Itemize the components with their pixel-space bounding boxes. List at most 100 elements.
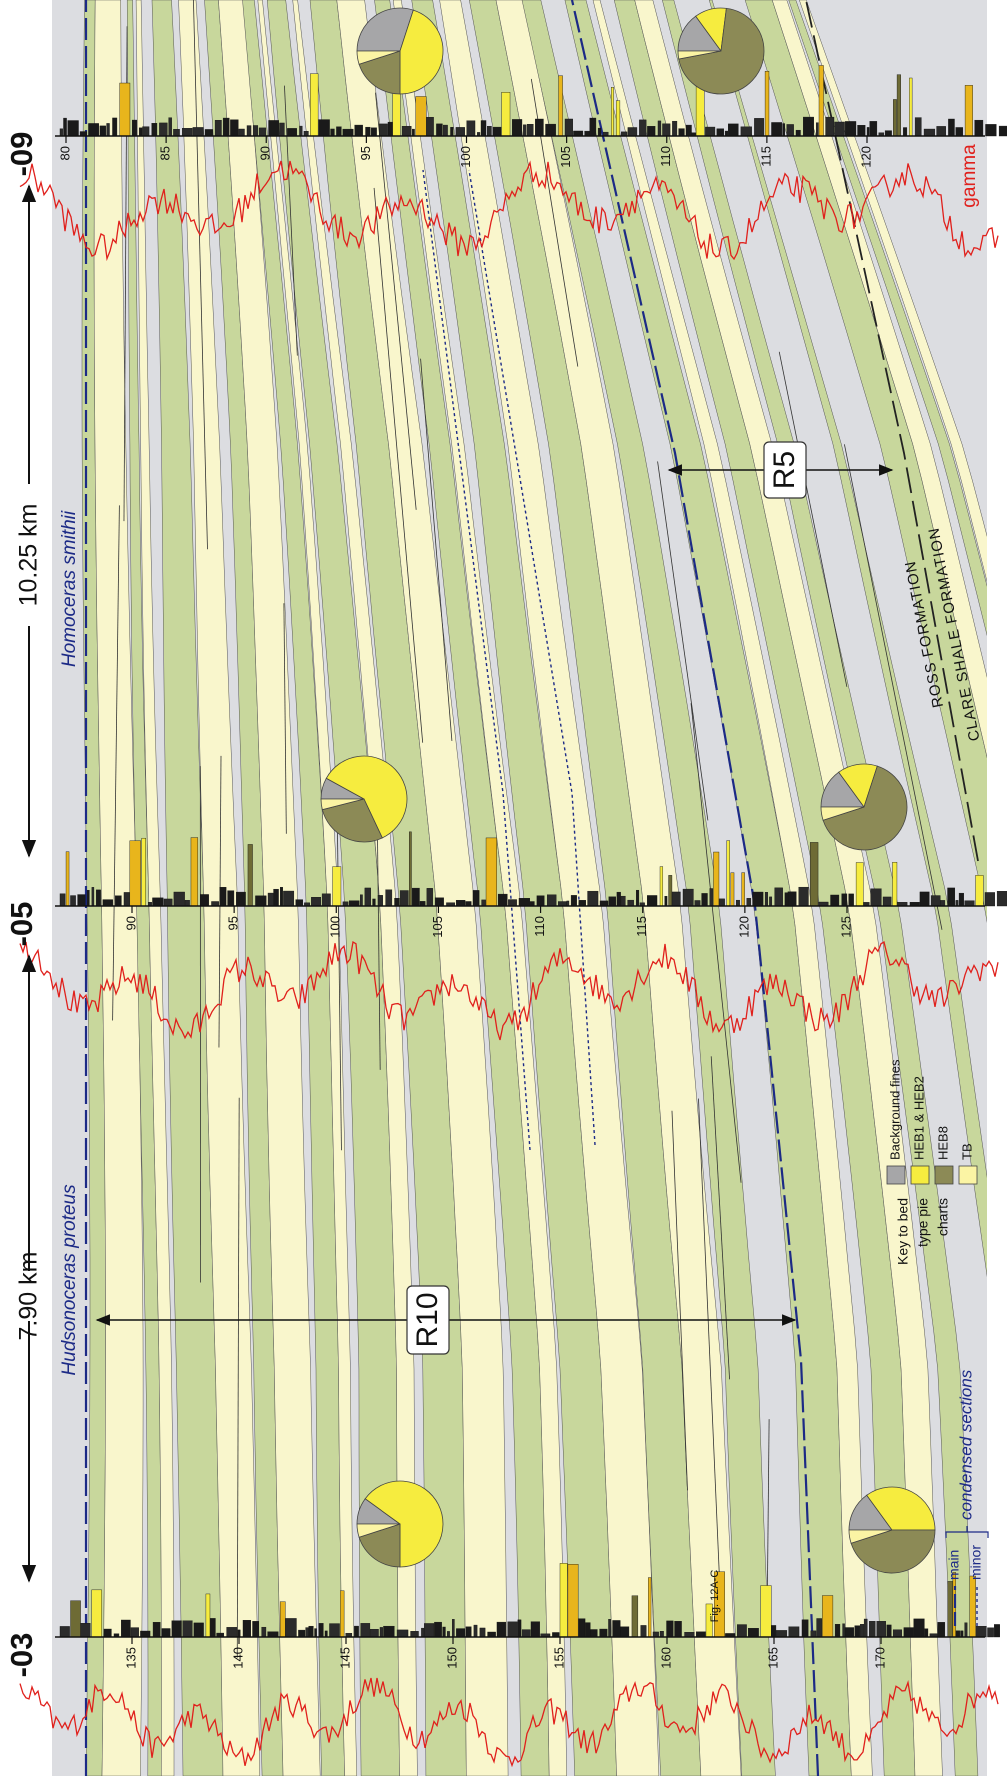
depth-label: 115: [758, 146, 773, 167]
lithology-bed: [100, 126, 106, 136]
lithology-bed: [360, 895, 362, 906]
lithology-bed: [60, 129, 63, 136]
lithology-bed: [361, 1623, 370, 1637]
lithology-bed: [903, 128, 907, 136]
lithology-bed: [139, 128, 142, 136]
lithology-bed: [736, 900, 739, 906]
lithology-bed: [893, 1630, 902, 1637]
lithology-bed: [386, 890, 392, 906]
lithology-bed: [719, 899, 725, 906]
correlation-panel: 135140145150155160165170-039095100105110…: [0, 0, 1007, 1776]
lithology-bed: [124, 892, 130, 906]
lithology-bed: [985, 892, 995, 906]
lithology-bed: [816, 123, 818, 136]
lithology-bed: [269, 120, 279, 136]
lithology-bed: [223, 118, 229, 136]
depth-label: 95: [358, 146, 373, 160]
lithology-bed: [997, 891, 1007, 906]
lithology-bed: [867, 127, 869, 136]
lithology-bed: [920, 892, 929, 906]
depth-label: 160: [658, 1647, 673, 1669]
lithology-bed: [247, 126, 251, 136]
lithology-bed: [319, 1623, 324, 1637]
depth-label: 170: [872, 1647, 887, 1669]
lithology-bed: [787, 124, 794, 136]
lithology-bed: [579, 900, 586, 906]
lithology-bed: [686, 125, 692, 136]
lithology-bed: [107, 123, 110, 136]
lithology-bed: [672, 121, 677, 136]
lithology-bed: [508, 900, 516, 906]
lithology-bed: [856, 863, 863, 906]
lithology-bed: [143, 127, 150, 136]
lithology-bed: [130, 841, 141, 906]
lithology-bed: [473, 890, 479, 906]
lithology-bed: [662, 124, 670, 136]
lithology-bed: [474, 1625, 477, 1637]
lithology-bed: [986, 124, 997, 136]
lithology-bed: [887, 1625, 892, 1637]
lithology-bed: [776, 1630, 787, 1637]
lithology-bed: [948, 888, 955, 906]
lithology-bed: [783, 124, 785, 136]
lithology-bed: [747, 898, 751, 906]
distance-label: 10.25 km: [15, 504, 43, 607]
lithology-bed: [456, 900, 465, 906]
lithology-bed: [502, 92, 510, 136]
lithology-bed: [975, 120, 983, 136]
lithology-bed: [365, 888, 371, 906]
lithology-bed: [803, 117, 813, 136]
depth-label: 145: [337, 1647, 352, 1669]
lithology-bed: [228, 891, 234, 906]
lithology-bed: [447, 1631, 449, 1637]
lithology-bed: [388, 122, 393, 136]
lithology-bed: [349, 901, 359, 906]
lithology-bed: [748, 1628, 758, 1637]
lithology-bed: [796, 130, 800, 136]
lithology-bed: [162, 1629, 170, 1637]
marker-label: Hudsonoceras proteus: [59, 1184, 80, 1376]
legend-label: HEB1 & HEB2: [911, 1076, 926, 1160]
lithology-bed: [173, 129, 179, 136]
lithology-bed: [600, 901, 608, 906]
lithology-bed: [370, 1629, 378, 1637]
lithology-bed: [647, 126, 655, 136]
lithology-bed: [343, 129, 353, 136]
page: { "wells": [ {"label": "-03", "depth_tic…: [0, 0, 1007, 1776]
lithology-bed: [436, 124, 442, 136]
lithology-bed: [579, 1619, 585, 1637]
lithology-bed: [826, 117, 834, 136]
depth-label: 165: [765, 1647, 780, 1669]
lithology-bed: [970, 1576, 976, 1637]
lithology-bed: [871, 889, 882, 906]
lithology-bed: [355, 125, 363, 136]
lithology-bed: [522, 1630, 530, 1637]
lithology-bed: [243, 1620, 251, 1637]
lithology-bed: [78, 895, 86, 906]
lithology-bed: [590, 118, 596, 136]
lithology-bed: [600, 1629, 608, 1637]
depth-label: 105: [430, 916, 445, 938]
lithology-bed: [965, 901, 975, 906]
lithology-bed: [761, 1586, 771, 1637]
lithology-bed: [883, 897, 891, 906]
lithology-bed: [914, 1619, 925, 1637]
lithology-bed: [482, 900, 486, 906]
lithology-bed: [60, 1626, 70, 1637]
lithology-bed: [775, 888, 783, 906]
lithology-bed: [205, 129, 213, 136]
lithology-bed: [498, 894, 507, 906]
lithology-bed: [628, 127, 637, 136]
lithology-bed: [280, 1602, 285, 1637]
lithology-bed: [299, 126, 302, 136]
lithology-bed: [518, 1620, 521, 1637]
lithology-bed: [924, 129, 935, 136]
lithology-bed: [378, 895, 383, 906]
lithology-bed: [585, 1623, 590, 1637]
lithology-bed: [669, 875, 672, 906]
lithology-bed: [742, 873, 745, 906]
lithology-bed: [68, 121, 79, 136]
depth-label: 120: [858, 146, 873, 168]
lithology-bed: [802, 1620, 808, 1637]
lithology-bed: [667, 1621, 674, 1637]
